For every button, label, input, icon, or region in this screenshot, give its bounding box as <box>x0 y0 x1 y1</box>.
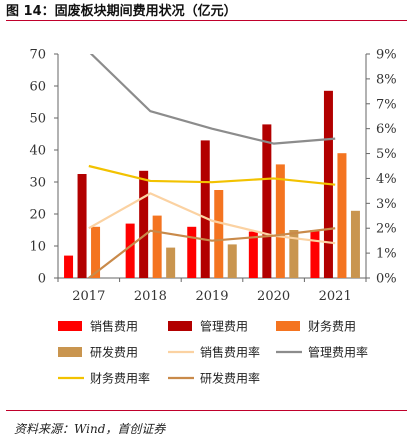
bar-series-3 <box>166 247 176 278</box>
y-left-tick-label: 70 <box>29 48 46 63</box>
y-right-tick-label: 5% <box>376 147 397 162</box>
line-series-2 <box>88 164 336 186</box>
line-series-0 <box>88 192 336 245</box>
source-divider <box>6 410 407 411</box>
x-tick-label: 2019 <box>195 289 228 304</box>
figure-title: 图 14：固废板块期间费用状况（亿元） <box>6 4 237 19</box>
line-series-3 <box>88 227 336 278</box>
legend-label: 财务费用 <box>308 319 356 334</box>
bar-series-0 <box>125 223 135 278</box>
bar-series-0 <box>248 231 258 278</box>
source-note: 资料来源：Wind，首创证券 <box>14 422 166 436</box>
legend-label: 销售费用 <box>90 319 138 334</box>
x-tick-label: 2021 <box>319 289 352 304</box>
legend-label: 研发费用 <box>90 345 138 360</box>
y-left-tick-label: 10 <box>29 240 46 255</box>
bar-series-0 <box>64 255 74 278</box>
y-right-tick-label: 0% <box>376 272 397 287</box>
y-left-tick-label: 50 <box>29 112 46 127</box>
y-right-tick-label: 9% <box>376 48 397 63</box>
y-left-tick-label: 60 <box>29 80 46 95</box>
bar-series-0 <box>187 226 197 278</box>
y-right-tick-label: 1% <box>376 247 397 262</box>
bar-series-3 <box>227 244 237 278</box>
bar-series-1 <box>262 124 272 279</box>
legend-label: 销售费用率 <box>200 345 260 360</box>
x-tick-label: 2017 <box>72 289 105 304</box>
y-right-tick-label: 3% <box>376 197 397 212</box>
bar-series-1 <box>139 170 149 278</box>
y-right-tick-label: 7% <box>376 97 397 112</box>
y-left-tick-label: 0 <box>38 272 46 287</box>
bar-series-3 <box>350 210 360 278</box>
bar-series-2 <box>152 215 162 278</box>
legend-swatch <box>58 321 82 331</box>
legend-label: 管理费用 <box>200 319 248 334</box>
expense-chart: 0 10 20 30 40 50 60 70 0% 1% 2% 3% 4% 5% 6% 7% 8% 9% 2017 2… <box>29 48 397 386</box>
legend-label: 管理费用率 <box>308 345 368 360</box>
bar-series-0 <box>310 230 320 278</box>
legend-swatch <box>168 321 192 331</box>
y-right-tick-label: 8% <box>376 72 397 87</box>
legend-swatch <box>276 321 300 331</box>
line-series-1 <box>89 54 336 145</box>
legend-swatch <box>58 347 82 357</box>
y-left-tick-label: 40 <box>29 144 46 159</box>
bar-series-1 <box>200 140 210 278</box>
y-left-tick-label: 20 <box>29 208 46 223</box>
bar-series-2 <box>214 190 224 278</box>
y-right-tick-label: 6% <box>376 122 397 137</box>
bar-series-2 <box>91 226 101 278</box>
y-right-tick-label: 4% <box>376 172 397 187</box>
legend-label: 财务费用率 <box>90 371 150 386</box>
bar-series-2 <box>275 164 285 278</box>
title-divider <box>6 20 407 21</box>
bar-series-1 <box>77 174 87 278</box>
y-right-tick-label: 2% <box>376 222 397 237</box>
x-tick-label: 2018 <box>134 289 167 304</box>
legend-label: 研发费用率 <box>200 371 260 386</box>
x-tick-label: 2020 <box>257 289 290 304</box>
bar-series-3 <box>289 230 299 278</box>
bar-series-2 <box>337 153 347 278</box>
y-left-tick-label: 30 <box>29 176 46 191</box>
